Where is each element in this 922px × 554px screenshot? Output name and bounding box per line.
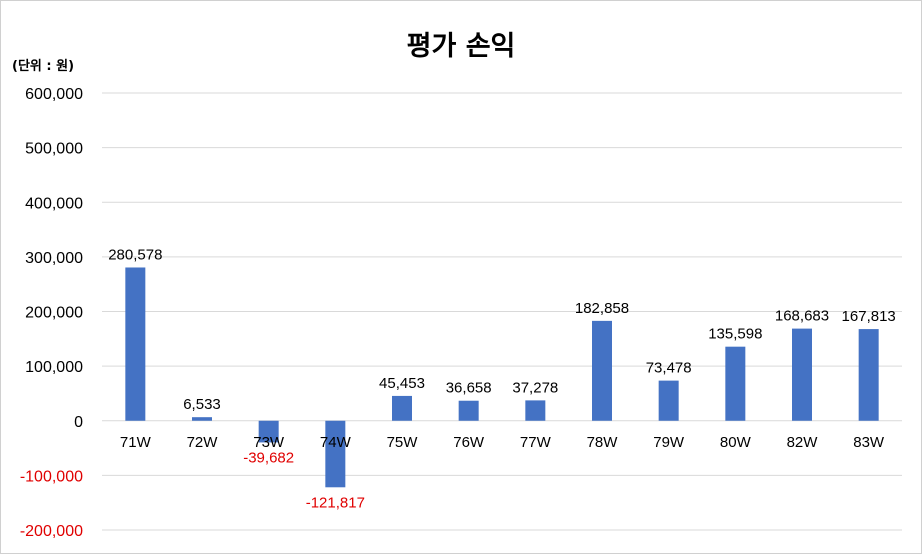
x-tick-label: 83W <box>853 434 885 451</box>
y-tick-label: 0 <box>74 414 83 431</box>
x-tick-label: 72W <box>187 434 219 451</box>
data-label: 168,683 <box>775 308 829 325</box>
bar <box>658 380 679 421</box>
data-label: -39,682 <box>243 449 294 466</box>
data-label: -121,817 <box>306 494 365 511</box>
data-label: 45,453 <box>379 375 425 392</box>
bar <box>525 400 546 421</box>
x-tick-label: 80W <box>720 434 752 451</box>
x-tick-label: 82W <box>787 434 819 451</box>
chart-title: 평가 손익 <box>406 31 516 62</box>
bar <box>258 420 279 443</box>
y-tick-label: 400,000 <box>25 195 83 212</box>
unit-label: (단위 : 원) <box>12 59 75 74</box>
x-tick-label: 73W <box>253 434 285 451</box>
bar <box>725 346 746 421</box>
x-tick-label: 76W <box>453 434 485 451</box>
x-tick-label: 75W <box>387 434 419 451</box>
y-tick-label: 300,000 <box>25 250 83 267</box>
bar <box>592 320 612 421</box>
data-label: 135,598 <box>708 326 762 343</box>
y-tick-label: 100,000 <box>25 359 83 376</box>
y-tick-label: 200,000 <box>25 305 83 322</box>
bar <box>858 329 879 421</box>
x-tick-label: 71W <box>120 434 152 451</box>
x-tick-label: 74W <box>320 434 352 451</box>
bar <box>325 420 346 488</box>
y-tick-label: 600,000 <box>25 86 83 103</box>
bar <box>392 395 412 421</box>
x-tick-label: 79W <box>653 434 685 451</box>
bar <box>192 417 212 421</box>
bar <box>125 267 146 421</box>
data-label: 36,658 <box>446 380 492 397</box>
bar <box>792 328 812 421</box>
x-tick-label: 78W <box>587 434 619 451</box>
y-tick-label: -100,000 <box>20 468 83 485</box>
y-tick-label: 500,000 <box>25 141 83 158</box>
x-tick-label: 77W <box>520 434 552 451</box>
bar <box>458 400 479 421</box>
data-label: 6,533 <box>183 396 221 413</box>
y-tick-label: -200,000 <box>20 523 83 540</box>
data-label: 280,578 <box>108 246 162 263</box>
data-label: 167,813 <box>842 308 896 325</box>
data-label: 73,478 <box>646 360 692 377</box>
data-label: 182,858 <box>575 300 629 317</box>
data-label: 37,278 <box>512 379 558 396</box>
